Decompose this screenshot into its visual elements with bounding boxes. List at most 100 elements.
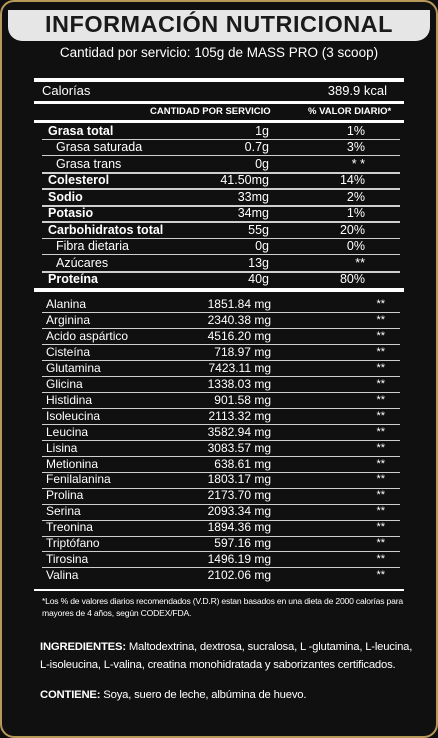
amino-acid-amount: 1803.17 mg <box>207 472 271 487</box>
amino-acid-row: Histidina 901.58 mg ** <box>42 393 397 408</box>
amino-acid-amount: 3083.57 mg <box>207 440 271 455</box>
calories-row: Calorías 389.9 kcal <box>42 83 392 100</box>
amino-acid-name: Metionina <box>46 456 99 471</box>
nutrient-daily-value: 2% <box>346 189 365 204</box>
amino-acid-amount: 901.58 mg <box>214 392 271 407</box>
amino-acid-amount: 2113.32 mg <box>208 408 272 423</box>
nutrient-name: Azúcares <box>56 255 109 270</box>
amino-acid-name: Treonina <box>46 520 93 535</box>
header-rule <box>34 120 404 123</box>
amino-acid-name: Histidina <box>46 392 93 407</box>
amino-acid-name: Valina <box>46 568 79 583</box>
nutrient-daily-value: 14% <box>339 173 365 188</box>
row-divider <box>42 551 400 553</box>
nutrient-amount: 1g <box>255 124 269 138</box>
amino-acid-amount: 2340.38 mg <box>207 312 271 327</box>
row-divider <box>42 535 400 537</box>
amino-acid-name: Serina <box>46 504 81 519</box>
amino-acid-amount: 1496.19 mg <box>207 552 271 567</box>
amino-acid-daily-value: ** <box>376 537 385 550</box>
nutrient-name: Fibra dietaria <box>56 239 129 254</box>
amino-acid-amount: 718.97 mg <box>214 344 271 359</box>
amino-acid-name: Tirosina <box>46 552 89 567</box>
row-divider <box>42 204 400 207</box>
nutrient-row: Sodio 33mg 2% <box>42 189 397 205</box>
amino-acid-daily-value: ** <box>376 521 385 534</box>
row-divider <box>42 254 400 256</box>
nutrient-daily-value: 20% <box>339 222 365 237</box>
row-divider <box>42 344 400 346</box>
calories-rule <box>34 101 404 104</box>
row-divider <box>42 503 400 505</box>
amino-acid-row: Cisteína 718.97 mg ** <box>42 345 397 360</box>
row-divider <box>42 391 400 393</box>
amino-acid-daily-value: ** <box>376 409 385 422</box>
amino-acid-row: Treonina 1894.36 mg ** <box>42 520 397 535</box>
amino-acid-daily-value: ** <box>376 361 385 374</box>
amino-acid-daily-value: ** <box>376 489 385 502</box>
nutrient-name: Colesterol <box>48 173 110 188</box>
amino-acid-name: Glutamina <box>46 360 101 375</box>
row-divider <box>42 567 400 569</box>
nutrient-daily-value: * * <box>351 156 365 171</box>
amino-acid-row: Triptófano 597.16 mg ** <box>42 536 397 551</box>
ingredients-text: Maltodextrina, dextrosa, sucralosa, L -g… <box>40 641 413 671</box>
amino-acid-daily-value: ** <box>376 441 385 454</box>
nutrient-daily-value: ** <box>355 255 365 270</box>
serving-size: Cantidad por servicio: 105g de MASS PRO … <box>59 45 379 60</box>
nutrient-name: Potasio <box>48 206 94 221</box>
nutrient-row: Grasa total 1g 1% <box>42 123 397 139</box>
ingredients: INGREDIENTES: Maltodextrina, dextrosa, s… <box>40 638 415 674</box>
row-divider <box>42 188 400 191</box>
amino-acid-daily-value: ** <box>376 569 385 582</box>
nutrient-daily-value: 1% <box>346 124 365 138</box>
nutrient-amount: 40g <box>248 272 269 287</box>
amino-acid-row: Lisina 3083.57 mg ** <box>42 441 397 456</box>
nutrient-name: Sodio <box>48 189 83 204</box>
title-bar: INFORMACIÓN NUTRICIONAL <box>8 10 430 41</box>
amino-acid-amount: 2093.34 mg <box>207 504 271 519</box>
nutrient-row: Colesterol 41.50mg 14% <box>42 172 397 188</box>
row-divider <box>42 487 400 489</box>
nutrient-row: Grasa trans 0g * * <box>42 156 397 172</box>
contains-text: Soya, suero de leche, albúmina de huevo. <box>100 689 307 701</box>
amount-column-header: CANTIDAD POR SERVICIO <box>150 106 271 117</box>
contains-label: CONTIENE: <box>40 689 101 701</box>
nutrient-amount: 41.50mg <box>220 173 269 188</box>
amino-acid-amount: 2173.70 mg <box>207 488 271 503</box>
contains: CONTIENE: Soya, suero de leche, albúmina… <box>40 686 415 704</box>
nutrient-name: Proteína <box>48 272 99 287</box>
amino-acid-row: Valina 2102.06 mg ** <box>42 568 397 583</box>
amino-acid-row: Prolina 2173.70 mg ** <box>42 488 397 503</box>
amino-acid-amount: 3582.94 mg <box>207 424 271 439</box>
amino-acid-name: Triptófano <box>46 536 100 551</box>
row-divider <box>42 312 400 314</box>
amino-acid-daily-value: ** <box>376 298 385 310</box>
nutrient-amount: 0g <box>255 156 269 171</box>
nutrient-amount: 33mg <box>237 189 269 204</box>
nutrient-row: Grasa saturada 0.7g 3% <box>42 139 397 155</box>
nutrient-name: Carbohidratos total <box>48 222 164 237</box>
row-divider <box>42 237 400 239</box>
amino-acid-row: Metionina 638.61 mg ** <box>42 457 397 472</box>
amino-acid-amount: 597.16 mg <box>214 536 271 551</box>
amino-acid-name: Glicina <box>46 376 83 391</box>
amino-acid-daily-value: ** <box>376 473 385 486</box>
amino-acid-row: Arginina 2340.38 mg ** <box>42 313 397 328</box>
amino-acid-daily-value: ** <box>376 505 385 518</box>
nutrient-row: Proteína 40g 80% <box>42 271 397 287</box>
footnote: *Los % de valores diarios recomendados (… <box>42 596 403 618</box>
amino-acid-name: Lisina <box>46 440 78 455</box>
nutrient-row: Fibra dietaria 0g 0% <box>42 238 397 254</box>
amino-acid-amount: 638.61 mg <box>214 456 271 471</box>
nutrient-name: Grasa trans <box>56 156 122 171</box>
row-divider <box>42 439 400 441</box>
amino-acid-amount: 4516.20 mg <box>207 328 271 343</box>
amino-acid-row: Acido aspártico 4516.20 mg ** <box>42 329 397 344</box>
nutrient-daily-value: 0% <box>346 239 365 254</box>
ingredients-label: INGREDIENTES: <box>40 641 126 653</box>
row-divider <box>42 270 400 273</box>
amino-acid-row: Fenilalanina 1803.17 mg ** <box>42 472 397 487</box>
protein-rule <box>34 288 404 292</box>
nutrient-amount: 34mg <box>237 206 269 221</box>
